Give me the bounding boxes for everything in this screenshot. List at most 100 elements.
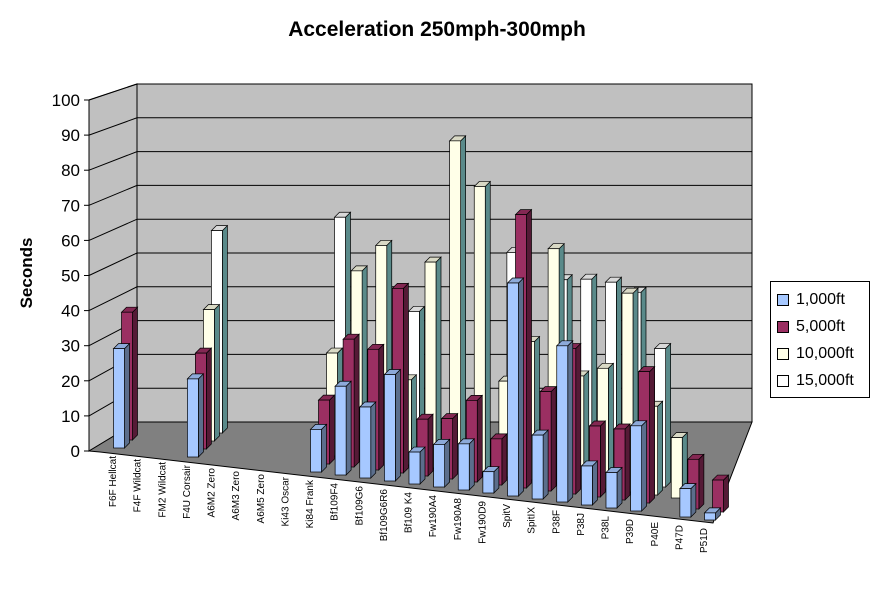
legend-item-15000ft: 15,000ft bbox=[777, 371, 854, 391]
legend-item-1000ft: 1,000ft bbox=[777, 290, 845, 310]
x-tick-label: Bf109G6R6 bbox=[379, 489, 390, 542]
bar-side bbox=[550, 385, 557, 492]
y-tick-label: 40 bbox=[61, 302, 80, 321]
bar-side bbox=[690, 482, 697, 518]
bar bbox=[679, 482, 697, 518]
bar-side bbox=[403, 282, 409, 474]
bar bbox=[186, 373, 205, 458]
y-tick-label: 10 bbox=[61, 407, 80, 426]
x-tick-label: Bf109G6 bbox=[354, 486, 365, 526]
bar bbox=[555, 339, 574, 503]
bar-side bbox=[214, 303, 220, 442]
x-tick-label: P47D bbox=[674, 525, 685, 550]
y-axis-ticks: 0 10 20 30 40 50 60 70 80 90 100 bbox=[52, 91, 89, 461]
y-tick-label: 20 bbox=[61, 372, 80, 391]
bar-side bbox=[222, 224, 228, 434]
gridline bbox=[88, 151, 752, 171]
legend-swatch bbox=[777, 348, 789, 360]
gridline bbox=[88, 83, 752, 101]
bar-side bbox=[542, 429, 549, 500]
bar bbox=[703, 507, 722, 521]
legend-swatch bbox=[777, 294, 789, 306]
legend: 1,000ft 5,000ft 10,000ft 15,000ft bbox=[770, 281, 870, 398]
y-tick-label: 80 bbox=[61, 161, 80, 180]
legend-label: 10,000ft bbox=[796, 345, 854, 362]
bar-side bbox=[419, 446, 426, 485]
bar-front bbox=[408, 451, 421, 485]
bar-front bbox=[531, 434, 544, 500]
x-tick-label: P39D bbox=[625, 519, 636, 544]
bar-side bbox=[698, 453, 705, 510]
bar-side bbox=[657, 400, 663, 496]
bar bbox=[358, 401, 377, 479]
bar bbox=[408, 446, 426, 485]
bar bbox=[482, 465, 500, 494]
bar-side bbox=[592, 460, 598, 506]
bar-side bbox=[321, 423, 327, 473]
bar-side bbox=[378, 343, 385, 471]
bar bbox=[457, 438, 476, 491]
bar-front bbox=[359, 406, 372, 479]
x-tick-label: P40E bbox=[650, 522, 661, 547]
x-tick-label: Fw190D9 bbox=[477, 501, 488, 544]
bar-front bbox=[630, 425, 642, 512]
bar-front bbox=[482, 471, 495, 494]
bar-side bbox=[575, 342, 582, 495]
bar bbox=[531, 429, 549, 500]
bar-side bbox=[329, 394, 335, 465]
bar-side bbox=[460, 135, 466, 472]
x-tick-label: Fw190A8 bbox=[453, 498, 464, 541]
bar bbox=[605, 466, 623, 509]
bar-side bbox=[567, 339, 574, 503]
x-tick-label: F4U Corsair bbox=[182, 464, 193, 519]
bar bbox=[112, 342, 131, 449]
x-tick-label: Fw190A4 bbox=[428, 495, 439, 538]
bar bbox=[670, 431, 689, 499]
bar-side bbox=[624, 423, 631, 501]
bar-side bbox=[435, 256, 442, 469]
x-tick-label: F4F Wildcat bbox=[133, 459, 144, 513]
bar bbox=[711, 474, 730, 513]
bar bbox=[424, 256, 442, 469]
legend-label: 5,000ft bbox=[796, 318, 845, 335]
bar-side bbox=[444, 438, 450, 488]
bar-side bbox=[501, 433, 508, 486]
bar-front bbox=[310, 429, 322, 473]
y-tick-label: 30 bbox=[61, 337, 80, 356]
y-tick-label: 90 bbox=[61, 126, 80, 145]
bar-front bbox=[457, 443, 470, 491]
bar-side bbox=[345, 380, 352, 476]
bar bbox=[580, 460, 599, 506]
bar-side bbox=[427, 413, 434, 477]
legend-item-5000ft: 5,000ft bbox=[777, 317, 845, 337]
bar-side bbox=[616, 466, 623, 509]
bar-side bbox=[723, 474, 729, 513]
bar bbox=[309, 423, 328, 473]
bar-side bbox=[476, 394, 483, 483]
bar bbox=[613, 423, 631, 501]
bar-front bbox=[670, 437, 683, 499]
bar-side bbox=[600, 420, 606, 498]
x-tick-label: A6M3 Zero bbox=[231, 471, 242, 521]
legend-swatch bbox=[777, 375, 789, 387]
y-tick-label: 60 bbox=[61, 231, 80, 250]
bar-front bbox=[384, 374, 396, 482]
x-tick-label: Bf109F4 bbox=[330, 483, 341, 521]
bar-side bbox=[468, 438, 475, 491]
legend-label: 15,000ft bbox=[796, 372, 854, 389]
bar-side bbox=[641, 419, 647, 512]
x-tick-label: P38L bbox=[601, 516, 612, 540]
bar-front bbox=[334, 385, 347, 476]
bar-side bbox=[452, 412, 458, 480]
bar bbox=[432, 438, 451, 488]
x-tick-label: A6M2 Zero bbox=[207, 468, 218, 518]
bar-front bbox=[581, 465, 593, 506]
x-axis-ticks: F6F Hellcat F4F Wildcat FM2 Wildcat F4U Cor… bbox=[108, 456, 710, 553]
bar-side bbox=[132, 306, 138, 441]
y-axis-label: Seconds bbox=[17, 237, 36, 309]
x-tick-label: P38F bbox=[551, 510, 562, 534]
bar-front bbox=[679, 488, 692, 518]
bar-front bbox=[556, 345, 569, 503]
bar-front bbox=[704, 512, 716, 521]
